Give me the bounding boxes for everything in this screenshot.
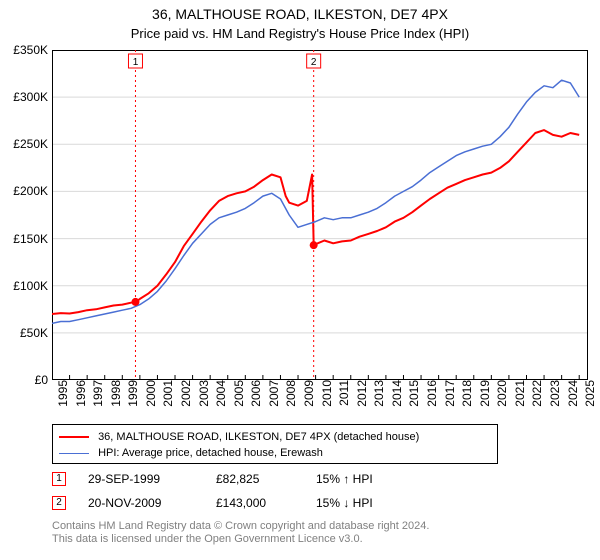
x-tick-label: 1997: [91, 380, 105, 420]
y-tick-label: £350K: [2, 43, 48, 57]
event-delta-2: 15% ↓ HPI: [316, 496, 396, 510]
x-tick-label: 2022: [530, 380, 544, 420]
x-tick-label: 1995: [56, 380, 70, 420]
footnote-line-2: This data is licensed under the Open Gov…: [52, 533, 588, 546]
x-tick-label: 2010: [320, 380, 334, 420]
event-row-2: 2 20-NOV-2009 £143,000 15% ↓ HPI: [52, 494, 588, 512]
legend-item-hpi: HPI: Average price, detached house, Erew…: [59, 445, 491, 461]
legend-item-price-paid: 36, MALTHOUSE ROAD, ILKESTON, DE7 4PX (d…: [59, 429, 491, 445]
x-tick-label: 2002: [179, 380, 193, 420]
y-tick-label: £50K: [2, 326, 48, 340]
legend-label-price-paid: 36, MALTHOUSE ROAD, ILKESTON, DE7 4PX (d…: [98, 431, 419, 443]
legend-swatch-hpi: [59, 453, 89, 454]
x-tick-label: 2005: [232, 380, 246, 420]
x-tick-label: 2012: [355, 380, 369, 420]
x-tick-label: 2023: [548, 380, 562, 420]
y-tick-label: £100K: [2, 279, 48, 293]
x-tick-label: 2013: [372, 380, 386, 420]
event-marker-1: 1: [52, 472, 66, 486]
x-tick-label: 2000: [144, 380, 158, 420]
svg-text:2: 2: [311, 57, 317, 68]
x-tick-label: 2004: [214, 380, 228, 420]
x-tick-label: 2001: [161, 380, 175, 420]
x-tick-label: 1996: [74, 380, 88, 420]
legend-box: 36, MALTHOUSE ROAD, ILKESTON, DE7 4PX (d…: [52, 424, 498, 464]
chart-container: 36, MALTHOUSE ROAD, ILKESTON, DE7 4PX Pr…: [0, 0, 600, 560]
event-price-1: £82,825: [216, 472, 316, 486]
x-tick-label: 1998: [109, 380, 123, 420]
x-tick-label: 2008: [284, 380, 298, 420]
x-tick-label: 2016: [425, 380, 439, 420]
footnote: Contains HM Land Registry data © Crown c…: [52, 520, 588, 546]
event-delta-1: 15% ↑ HPI: [316, 472, 396, 486]
plot-area: 12: [52, 50, 588, 380]
x-tick-label: 2015: [407, 380, 421, 420]
x-tick-label: 2011: [337, 380, 351, 420]
x-tick-label: 2020: [495, 380, 509, 420]
legend-swatch-price-paid: [59, 436, 89, 438]
x-tick-label: 2007: [267, 380, 281, 420]
x-tick-label: 2003: [197, 380, 211, 420]
legend-label-hpi: HPI: Average price, detached house, Erew…: [98, 447, 323, 459]
x-tick-label: 2024: [566, 380, 580, 420]
event-price-2: £143,000: [216, 496, 316, 510]
event-row-1: 1 29-SEP-1999 £82,825 15% ↑ HPI: [52, 470, 588, 488]
event-date-1: 29-SEP-1999: [88, 472, 216, 486]
x-tick-label: 2006: [249, 380, 263, 420]
chart-title: 36, MALTHOUSE ROAD, ILKESTON, DE7 4PX: [0, 6, 600, 22]
x-tick-label: 2017: [443, 380, 457, 420]
x-tick-label: 1999: [126, 380, 140, 420]
y-tick-label: £250K: [2, 137, 48, 151]
event-date-2: 20-NOV-2009: [88, 496, 216, 510]
x-tick-label: 2019: [478, 380, 492, 420]
x-tick-label: 2025: [583, 380, 597, 420]
y-tick-label: £300K: [2, 90, 48, 104]
footnote-line-1: Contains HM Land Registry data © Crown c…: [52, 520, 588, 533]
x-tick-label: 2009: [302, 380, 316, 420]
chart-subtitle: Price paid vs. HM Land Registry's House …: [0, 26, 600, 41]
svg-text:1: 1: [133, 57, 139, 68]
y-tick-label: £200K: [2, 184, 48, 198]
event-marker-2: 2: [52, 496, 66, 510]
x-tick-label: 2021: [513, 380, 527, 420]
x-tick-label: 2018: [460, 380, 474, 420]
y-tick-label: £0: [2, 373, 48, 387]
x-tick-label: 2014: [390, 380, 404, 420]
y-tick-label: £150K: [2, 232, 48, 246]
plot-svg: 12: [52, 50, 588, 380]
